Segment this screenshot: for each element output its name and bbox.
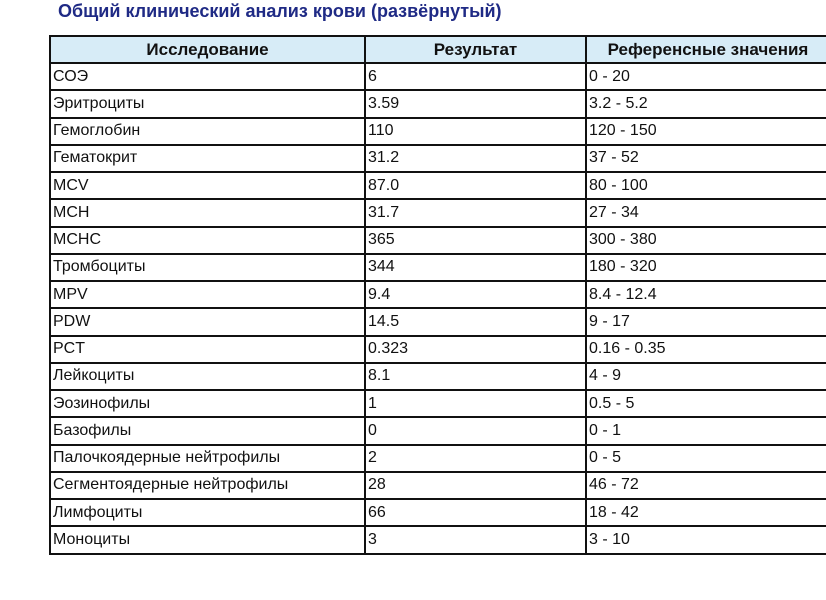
table-row: MPV 9.4 8.4 - 12.4 [49, 279, 826, 310]
cell-reference-range: 0.5 - 5 [585, 388, 826, 419]
cell-result: 0.323 [364, 334, 587, 364]
table-row: СОЭ 6 0 - 20 [49, 61, 826, 92]
cell-result: 110 [364, 116, 587, 146]
cell-test-name: Эозинофилы [49, 388, 366, 419]
cell-result: 8.1 [364, 361, 587, 392]
cell-reference-range: 18 - 42 [585, 497, 826, 528]
cell-test-name: Гематокрит [49, 143, 366, 174]
table-row: Палочкоядерные нейтрофилы 2 0 - 5 [49, 443, 826, 473]
cell-reference-range: 0 - 20 [585, 61, 826, 92]
cell-reference-range: 8.4 - 12.4 [585, 279, 826, 310]
cell-test-name: MCHC [49, 225, 366, 255]
cell-result: 87.0 [364, 170, 587, 201]
cell-reference-range: 3 - 10 [585, 525, 826, 555]
cell-reference-range: 80 - 100 [585, 170, 826, 201]
table-body: СОЭ 6 0 - 20 Эритроциты 3.59 3.2 - 5.2 Гемогло… [49, 61, 826, 555]
table-row: Моноциты 3 3 - 10 [49, 525, 826, 555]
cell-result: 1 [364, 388, 587, 419]
table-row: PCT 0.323 0.16 - 0.35 [49, 334, 826, 364]
table-row: Лимфоциты 66 18 - 42 [49, 497, 826, 528]
cell-result: 31.7 [364, 198, 587, 228]
cell-reference-range: 0 - 5 [585, 443, 826, 473]
cell-reference-range: 300 - 380 [585, 225, 826, 255]
table-row: MCH 31.7 27 - 34 [49, 198, 826, 228]
cell-result: 31.2 [364, 143, 587, 174]
cell-result: 3.59 [364, 89, 587, 119]
blood-test-table: Исследование Результат Референсные значе… [49, 35, 826, 555]
document-title: Общий клинический анализ крови (развёрну… [58, 1, 502, 21]
table-row: Сегментоядерные нейтрофилы 28 46 - 72 [49, 470, 826, 501]
cell-result: 3 [364, 525, 587, 555]
cell-test-name: PCT [49, 334, 366, 364]
cell-test-name: Сегментоядерные нейтрофилы [49, 470, 366, 501]
table-header-row: Исследование Результат Референсные значе… [49, 35, 826, 64]
cell-result: 344 [364, 252, 587, 283]
cell-result: 6 [364, 61, 587, 92]
cell-test-name: Моноциты [49, 525, 366, 555]
cell-reference-range: 120 - 150 [585, 116, 826, 146]
cell-test-name: PDW [49, 307, 366, 337]
cell-reference-range: 46 - 72 [585, 470, 826, 501]
cell-reference-range: 0 - 1 [585, 416, 826, 446]
cell-result: 28 [364, 470, 587, 501]
cell-test-name: MCH [49, 198, 366, 228]
table-row: MCV 87.0 80 - 100 [49, 170, 826, 201]
column-header-reference: Референсные значения [585, 35, 826, 64]
cell-test-name: СОЭ [49, 61, 366, 92]
table-row: Базофилы 0 0 - 1 [49, 416, 826, 446]
cell-test-name: Гемоглобин [49, 116, 366, 146]
cell-result: 9.4 [364, 279, 587, 310]
column-header-test: Исследование [49, 35, 366, 64]
table-row: Гематокрит 31.2 37 - 52 [49, 143, 826, 174]
cell-result: 14.5 [364, 307, 587, 337]
table-row: Лейкоциты 8.1 4 - 9 [49, 361, 826, 392]
cell-test-name: Лимфоциты [49, 497, 366, 528]
cell-reference-range: 180 - 320 [585, 252, 826, 283]
cell-reference-range: 3.2 - 5.2 [585, 89, 826, 119]
cell-test-name: MPV [49, 279, 366, 310]
table-row: Эозинофилы 1 0.5 - 5 [49, 388, 826, 419]
table-row: MCHC 365 300 - 380 [49, 225, 826, 255]
cell-reference-range: 0.16 - 0.35 [585, 334, 826, 364]
cell-test-name: Базофилы [49, 416, 366, 446]
table-row: Тромбоциты 344 180 - 320 [49, 252, 826, 283]
cell-test-name: Лейкоциты [49, 361, 366, 392]
table-row: PDW 14.5 9 - 17 [49, 307, 826, 337]
table-row: Гемоглобин 110 120 - 150 [49, 116, 826, 146]
cell-result: 0 [364, 416, 587, 446]
cell-reference-range: 9 - 17 [585, 307, 826, 337]
cell-result: 66 [364, 497, 587, 528]
cell-result: 2 [364, 443, 587, 473]
cell-reference-range: 4 - 9 [585, 361, 826, 392]
table-row: Эритроциты 3.59 3.2 - 5.2 [49, 89, 826, 119]
cell-test-name: Тромбоциты [49, 252, 366, 283]
cell-reference-range: 37 - 52 [585, 143, 826, 174]
cell-test-name: Палочкоядерные нейтрофилы [49, 443, 366, 473]
cell-test-name: Эритроциты [49, 89, 366, 119]
cell-test-name: MCV [49, 170, 366, 201]
cell-result: 365 [364, 225, 587, 255]
cell-reference-range: 27 - 34 [585, 198, 826, 228]
column-header-result: Результат [364, 35, 587, 64]
